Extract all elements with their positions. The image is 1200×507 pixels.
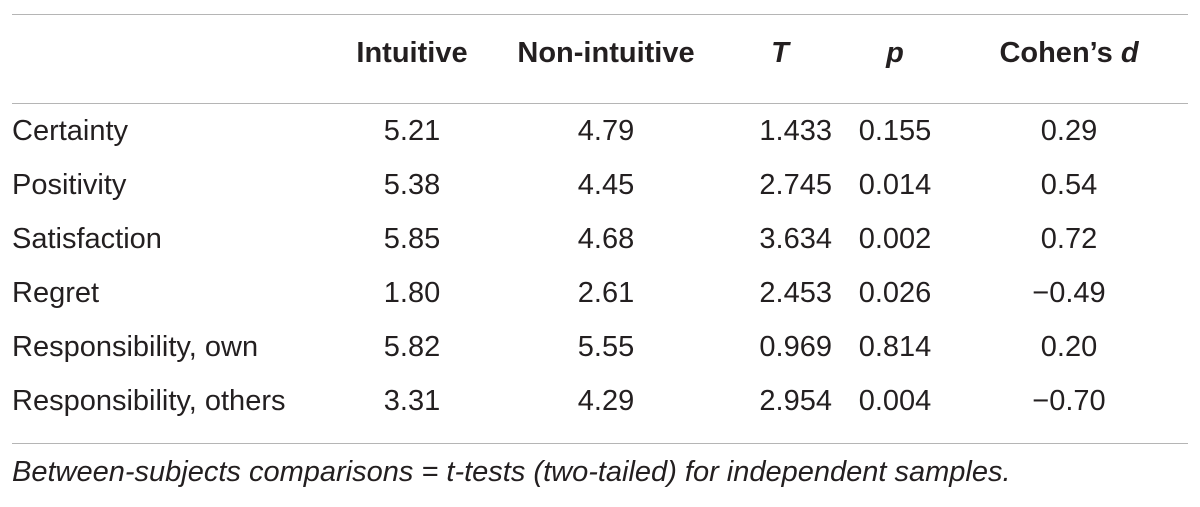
header-cohens-d-prefix: Cohen’s xyxy=(999,36,1121,69)
table-footnote: Between-subjects comparisons = t-tests (… xyxy=(12,456,1011,488)
top-rule xyxy=(12,14,1188,15)
header-cohens-d-symbol: d xyxy=(1120,36,1139,69)
cell-p: 0.814 xyxy=(858,330,932,363)
table-row: Regret 1.80 2.61 2.453 0.026 −0.49 xyxy=(12,266,1188,320)
cell-non-intuitive: 4.68 xyxy=(577,222,635,255)
cell-t: 0.969 xyxy=(759,330,832,363)
cell-cohens-d: 0.54 xyxy=(1040,168,1098,201)
header-row: Intuitive Non-intuitive T p Cohen’s d xyxy=(12,22,1188,84)
cell-non-intuitive: 4.29 xyxy=(577,384,635,417)
cell-intuitive: 1.80 xyxy=(383,276,441,309)
cell-t: 3.634 xyxy=(759,222,832,255)
row-label: Responsibility, others xyxy=(12,384,286,417)
table-row: Satisfaction 5.85 4.68 3.634 0.002 0.72 xyxy=(12,212,1188,266)
results-table: Intuitive Non-intuitive T p Cohen’s d Ce… xyxy=(12,22,1188,428)
cell-intuitive: 5.21 xyxy=(383,114,441,147)
bottom-rule xyxy=(12,443,1188,444)
row-label: Regret xyxy=(12,276,100,309)
cell-p: 0.026 xyxy=(858,276,932,309)
header-cohens-d: Cohen’s d xyxy=(950,22,1188,84)
table-row: Responsibility, own 5.82 5.55 0.969 0.814 0.2… xyxy=(12,320,1188,374)
table-row: Certainty 5.21 4.79 1.433 0.155 0.29 xyxy=(12,104,1188,158)
row-label: Certainty xyxy=(12,114,129,147)
table-header: Intuitive Non-intuitive T p Cohen’s d xyxy=(12,22,1188,104)
cell-non-intuitive: 2.61 xyxy=(577,276,635,309)
cell-p: 0.014 xyxy=(858,168,932,201)
cell-cohens-d: −0.70 xyxy=(1032,384,1106,417)
table-body: Certainty 5.21 4.79 1.433 0.155 0.29 Positivit… xyxy=(12,104,1188,428)
row-label: Satisfaction xyxy=(12,222,162,255)
cell-t: 1.433 xyxy=(759,114,832,147)
cell-intuitive: 5.82 xyxy=(383,330,441,363)
cell-cohens-d: 0.29 xyxy=(1040,114,1098,147)
cell-intuitive: 3.31 xyxy=(383,384,441,417)
cell-cohens-d: −0.49 xyxy=(1032,276,1106,309)
header-intuitive: Intuitive xyxy=(356,36,468,69)
row-label: Responsibility, own xyxy=(12,330,259,363)
cell-non-intuitive: 4.79 xyxy=(577,114,635,147)
cell-intuitive: 5.85 xyxy=(383,222,441,255)
header-empty xyxy=(12,22,332,84)
cell-p: 0.002 xyxy=(858,222,932,255)
header-p: p xyxy=(886,36,904,69)
table-row: Positivity 5.38 4.45 2.745 0.014 0.54 xyxy=(12,158,1188,212)
cell-t: 2.954 xyxy=(759,384,832,417)
cell-t: 2.453 xyxy=(759,276,832,309)
cell-cohens-d: 0.20 xyxy=(1040,330,1098,363)
header-t: T xyxy=(771,36,789,69)
row-label: Positivity xyxy=(12,168,127,201)
cell-non-intuitive: 4.45 xyxy=(577,168,635,201)
table-row: Responsibility, others 3.31 4.29 2.954 0.004… xyxy=(12,374,1188,428)
cell-intuitive: 5.38 xyxy=(383,168,441,201)
header-non-intuitive: Non-intuitive xyxy=(517,36,695,69)
cell-p: 0.155 xyxy=(858,114,932,147)
cell-t: 2.745 xyxy=(759,168,832,201)
cell-cohens-d: 0.72 xyxy=(1040,222,1098,255)
header-spacer xyxy=(12,84,1188,104)
cell-non-intuitive: 5.55 xyxy=(577,330,635,363)
header-rule xyxy=(12,103,1188,104)
cell-p: 0.004 xyxy=(858,384,932,417)
